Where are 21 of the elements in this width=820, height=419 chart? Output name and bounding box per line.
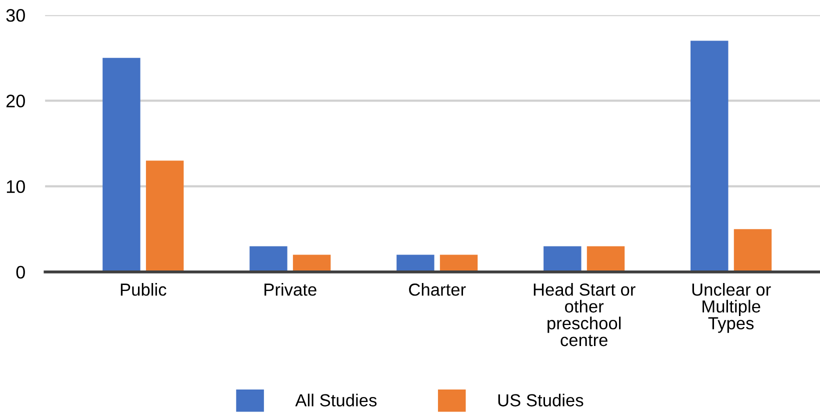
bar (396, 254, 434, 272)
x-tick-label: Unclear or Multiple Types (692, 283, 771, 333)
bar (544, 246, 582, 272)
y-tick-label: 20 (6, 94, 25, 108)
x-tick-label: Public (120, 283, 166, 296)
bar (146, 160, 184, 272)
legend-label: All Studies (295, 394, 377, 406)
x-tick-label: Private (264, 283, 316, 296)
y-tick-label: 10 (6, 180, 25, 194)
bar (690, 40, 728, 272)
bar (586, 246, 625, 272)
bar (734, 229, 772, 272)
bar (102, 58, 140, 272)
bar (250, 246, 288, 272)
bar (440, 254, 478, 272)
y-tick-label: 0 (16, 266, 25, 279)
legend-label: US Studies (498, 394, 584, 406)
bar (292, 254, 331, 272)
x-tick-label: Head Start or other preschool centre (534, 283, 636, 346)
x-tick-label: Charter (409, 283, 466, 296)
y-tick-label: 30 (6, 9, 25, 22)
